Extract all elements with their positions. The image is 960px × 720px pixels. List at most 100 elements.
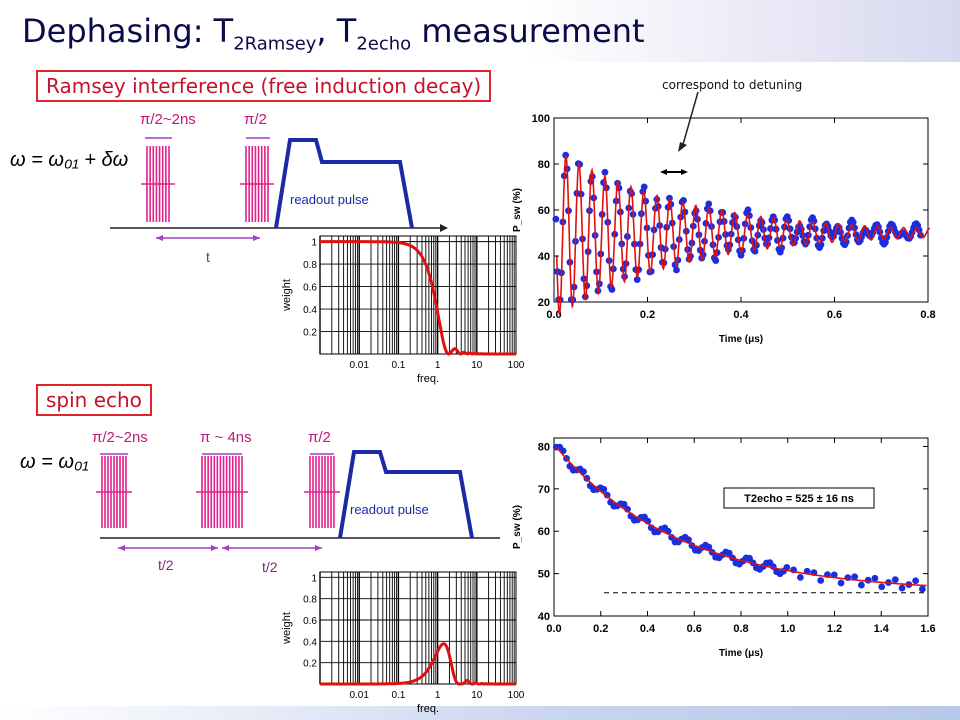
ramsey-weight-plot: 0.2 0.4 0.6 0.8 1 0.01 0.1 1 10 100 freq. weight xyxy=(281,235,525,385)
echo-plot: 0.0 0.2 0.4 0.6 0.8 1.0 1.2 1.4 1.6 40 50 60 70 80 Tim… xyxy=(512,437,936,659)
echo-plot-data-point xyxy=(857,581,865,589)
echo-plot-fit-curve xyxy=(555,446,927,587)
echo-weight-plot-xtick-label: 100 xyxy=(508,690,525,701)
echo-delay1-arrowhead-right xyxy=(211,545,218,551)
ramsey-weight-plot-xtick-label: 1 xyxy=(435,360,441,371)
ramsey-plot-data-point xyxy=(608,286,616,293)
ramsey-weight-plot-ytick-label: 0.8 xyxy=(303,260,317,271)
detuning-pointer-line xyxy=(681,91,699,149)
ramsey-plot-ytick-label: 20 xyxy=(538,297,550,309)
ramsey-readout-pulse xyxy=(274,138,414,229)
ramsey-plot-xtick-label: 0.6 xyxy=(827,309,842,321)
ramsey-plot-data-point xyxy=(712,257,720,265)
echo-plot-data-point xyxy=(912,577,920,585)
title-end: measurement xyxy=(411,12,645,50)
ramsey-pulse-1 xyxy=(141,146,175,222)
ramsey-plot-xtick-label: 0.8 xyxy=(920,309,935,321)
echo-readout-label: readout pulse xyxy=(350,502,429,517)
echo-delay2-arrowhead-right xyxy=(315,545,322,551)
ramsey-delay-label: t xyxy=(206,249,210,265)
echo-plot-data-point xyxy=(891,576,899,583)
echo-plot-data-point xyxy=(851,573,859,581)
ramsey-plot-ytick-label: 40 xyxy=(538,251,550,263)
echo-weight-plot-ylabel: weight xyxy=(281,612,293,645)
ramsey-plot-xlabel: Time (μs) xyxy=(719,334,763,345)
echo-pulse-1 xyxy=(96,456,132,528)
ramsey-weight-plot-curve xyxy=(320,240,516,356)
ramsey-delay-arrowhead-right xyxy=(253,235,260,241)
echo-plot-ytick-label: 50 xyxy=(538,569,550,581)
ramsey-plot-fit-curve xyxy=(556,155,930,315)
ramsey-weight-plot-ytick-label: 1 xyxy=(311,238,317,249)
echo-weight-plot-curve xyxy=(320,642,516,686)
echo-plot-xtick-label: 1.4 xyxy=(874,623,890,635)
echo-plot-data-point xyxy=(898,584,906,592)
echo-delay2-arrowhead-left xyxy=(222,545,229,551)
ramsey-plot: 0.0 0.2 0.4 0.6 0.8 20 40 60 80 100 Time (μs) P_sw … xyxy=(512,113,936,345)
echo-plot-xtick-label: 0.8 xyxy=(733,623,748,635)
ramsey-weight-plot-xtick-label: 0.01 xyxy=(349,360,369,371)
echo-weight-plot-xlabel: freq. xyxy=(417,703,439,715)
echo-weight-plot-ytick-label: 1 xyxy=(311,573,317,584)
title-sub-ramsey: 2Ramsey xyxy=(233,33,317,55)
ramsey-plot-data-point xyxy=(601,168,609,176)
ramsey-plot-data-point xyxy=(633,276,641,284)
echo-plot-legend-text: T2echo = 525 ± 16 ns xyxy=(744,493,854,505)
echo-plot-data-point xyxy=(871,574,879,582)
echo-pulse3-label: π/2 xyxy=(308,429,331,446)
ramsey-section-label: Ramsey interference (free induction deca… xyxy=(36,70,492,102)
echo-plot-data-point xyxy=(817,577,825,584)
echo-section-label: spin echo xyxy=(36,384,152,416)
echo-plot-xlabel: Time (μs) xyxy=(719,648,763,659)
echo-plot-data-point xyxy=(783,564,791,571)
echo-plot-xtick-label: 0.0 xyxy=(546,623,561,635)
echo-plot-data-point xyxy=(837,579,845,587)
ramsey-weight-plot-frame xyxy=(319,235,517,355)
echo-plot-xtick-label: 1.6 xyxy=(920,623,935,635)
ramsey-pulse1-label: π/2~2ns xyxy=(140,111,196,128)
echo-plot-data-point xyxy=(918,585,926,593)
ramsey-weight-plot-xtick-label: 10 xyxy=(471,360,483,371)
echo-plot-xtick-label: 1.0 xyxy=(780,623,795,635)
echo-plot-data-point xyxy=(725,549,733,557)
echo-pulse2-label: π ~ 4ns xyxy=(200,429,252,446)
ramsey-plot-ylabel: P_sw (%) xyxy=(512,188,523,232)
echo-delay2-label: t/2 xyxy=(262,559,278,575)
title-bar xyxy=(0,0,960,62)
echo-plot-data-point xyxy=(830,571,838,579)
echo-plot-data-point xyxy=(796,574,804,581)
echo-plot-data-point xyxy=(685,536,692,544)
echo-plot-ytick-label: 40 xyxy=(538,611,550,623)
ramsey-plot-data-point xyxy=(849,218,857,226)
ramsey-weight-plot-ytick-label: 0.6 xyxy=(303,283,317,294)
echo-weight-plot-xtick-label: 10 xyxy=(471,690,483,701)
echo-weight-plot-ytick-label: 0.6 xyxy=(303,616,317,627)
ramsey-readout-label: readout pulse xyxy=(290,192,369,207)
ramsey-plot-data-point xyxy=(640,183,648,191)
ramsey-weight-plot-ytick-label: 0.2 xyxy=(303,328,317,339)
echo-plot-data-point xyxy=(600,485,608,493)
ramsey-pulse-diagram: ω = ω₀₁ + δω π/2~2ns π/2 readout pulse t xyxy=(10,111,448,265)
title-sub-echo: 2echo xyxy=(356,33,412,55)
ramsey-delay-arrowhead-left xyxy=(156,235,163,241)
ramsey-plot-data-point xyxy=(680,196,687,204)
echo-pulse-3 xyxy=(304,456,340,528)
ramsey-weight-plot-xlabel: freq. xyxy=(417,373,439,385)
ramsey-weight-plot-xtick-label: 0.1 xyxy=(391,360,405,371)
ramsey-plot-ytick-label: 60 xyxy=(538,205,550,217)
echo-plot-legend: T2echo = 525 ± 16 ns xyxy=(723,487,875,509)
echo-weight-plot-ytick-label: 0.2 xyxy=(303,659,317,670)
ramsey-plot-xtick-label: 0.0 xyxy=(546,309,561,321)
echo-plot-data-point xyxy=(620,500,628,508)
echo-weight-plot-ytick-label: 0.8 xyxy=(303,595,317,606)
detuning-pointer-head xyxy=(678,142,687,152)
ramsey-time-axis-arrowhead xyxy=(440,224,448,232)
detuning-arrow xyxy=(660,91,699,175)
echo-plot-data-point xyxy=(603,491,611,499)
detuning-annotation: correspond to detuning xyxy=(662,78,803,92)
echo-plot-xtick-label: 0.6 xyxy=(687,623,702,635)
ramsey-plot-data-point xyxy=(552,215,560,223)
echo-plot-ytick-label: 70 xyxy=(538,484,550,496)
ramsey-plot-ytick-label: 80 xyxy=(538,159,550,171)
ramsey-pulses xyxy=(141,146,274,222)
